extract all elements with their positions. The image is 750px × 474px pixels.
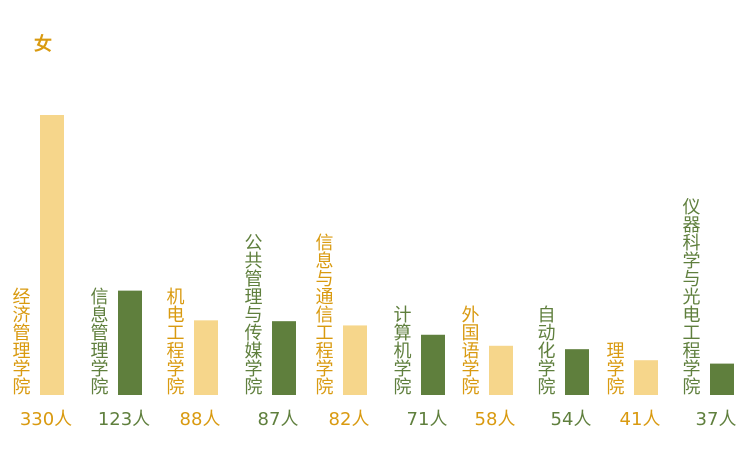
value-label: 87人: [258, 409, 299, 430]
bar: [634, 360, 658, 395]
value-label: 54人: [551, 409, 592, 430]
category-label: 信息管理学院: [88, 287, 109, 395]
bar: [710, 363, 734, 395]
category-label: 理学院: [604, 341, 625, 395]
bar: [40, 115, 64, 395]
value-label: 88人: [180, 409, 221, 430]
category-label: 经济管理学院: [10, 287, 31, 395]
bar: [118, 290, 142, 395]
bar: [421, 334, 445, 395]
category-label: 公共管理与传媒学院: [242, 233, 263, 395]
bar: [343, 325, 367, 395]
bar: [194, 320, 218, 395]
category-label: 自动化学院: [535, 305, 556, 395]
category-label: 信息与通信工程学院: [313, 233, 334, 395]
bar: [272, 321, 296, 395]
category-label: 机电工程学院: [164, 287, 185, 395]
value-label: 123人: [98, 409, 150, 430]
bar: [489, 345, 513, 395]
category-label: 外国语学院: [459, 305, 480, 395]
category-label: 仪器科学与光电工程学院: [680, 197, 701, 395]
value-label: 330人: [20, 409, 72, 430]
value-label: 37人: [696, 409, 737, 430]
bar: [565, 349, 589, 395]
value-label: 41人: [620, 409, 661, 430]
value-label: 82人: [329, 409, 370, 430]
chart-title: 女: [34, 33, 52, 55]
value-label: 71人: [407, 409, 448, 430]
value-label: 58人: [475, 409, 516, 430]
category-label: 计算机学院: [391, 305, 412, 395]
